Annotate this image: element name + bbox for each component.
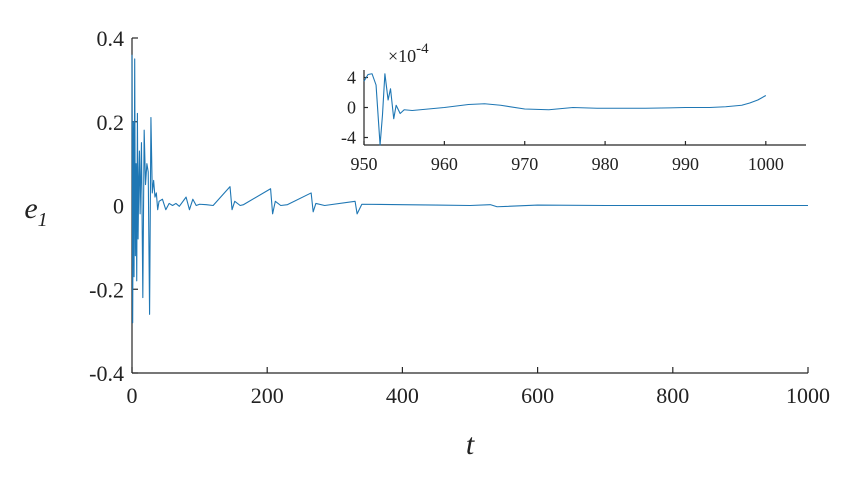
main-y-tick-label: -0.2 bbox=[89, 277, 124, 302]
main-x-tick-label: 200 bbox=[251, 383, 284, 408]
main-plot: -0.4 -0.2 0 0.2 0.4 0 200 400 600 800 1000 t e1 bbox=[24, 26, 830, 461]
main-x-tick-label: 600 bbox=[521, 383, 554, 408]
inset-x-tick-label: 950 bbox=[351, 154, 378, 174]
multiplier-exponent: -4 bbox=[416, 41, 429, 57]
inset-y-tick-label: 4 bbox=[347, 68, 356, 88]
inset-plot: -404 950 960 970 980 990 1000 ×10-4 bbox=[341, 41, 806, 174]
main-y-axis-label: e1 bbox=[24, 192, 47, 231]
inset-y-multiplier: ×10-4 bbox=[388, 41, 429, 66]
main-series-line bbox=[131, 54, 808, 324]
inset-y-tick-label: 0 bbox=[347, 98, 356, 118]
main-y-tick-label: -0.4 bbox=[89, 361, 124, 386]
inset-x-tick-label: 1000 bbox=[748, 154, 784, 174]
main-x-axis-label: t bbox=[466, 428, 475, 461]
y-label-main: e bbox=[24, 192, 37, 225]
main-y-tick-label: 0.4 bbox=[97, 26, 125, 51]
y-label-subscript: 1 bbox=[38, 209, 48, 231]
inset-y-tick-label: -4 bbox=[341, 128, 356, 148]
inset-x-tick-label: 960 bbox=[431, 154, 458, 174]
inset-x-tick-label: 980 bbox=[592, 154, 619, 174]
inset-series-line bbox=[363, 73, 767, 146]
main-x-tick-label: 0 bbox=[127, 383, 138, 408]
inset-x-tick-label: 970 bbox=[511, 154, 538, 174]
inset-x-tick-label: 990 bbox=[672, 154, 699, 174]
main-y-tick-label: 0.2 bbox=[97, 110, 125, 135]
multiplier-base: ×10 bbox=[388, 46, 416, 66]
main-x-tick-label: 400 bbox=[386, 383, 419, 408]
main-x-tick-label: 1000 bbox=[786, 383, 830, 408]
main-x-tick-label: 800 bbox=[656, 383, 689, 408]
main-y-tick-label: 0 bbox=[113, 194, 124, 219]
